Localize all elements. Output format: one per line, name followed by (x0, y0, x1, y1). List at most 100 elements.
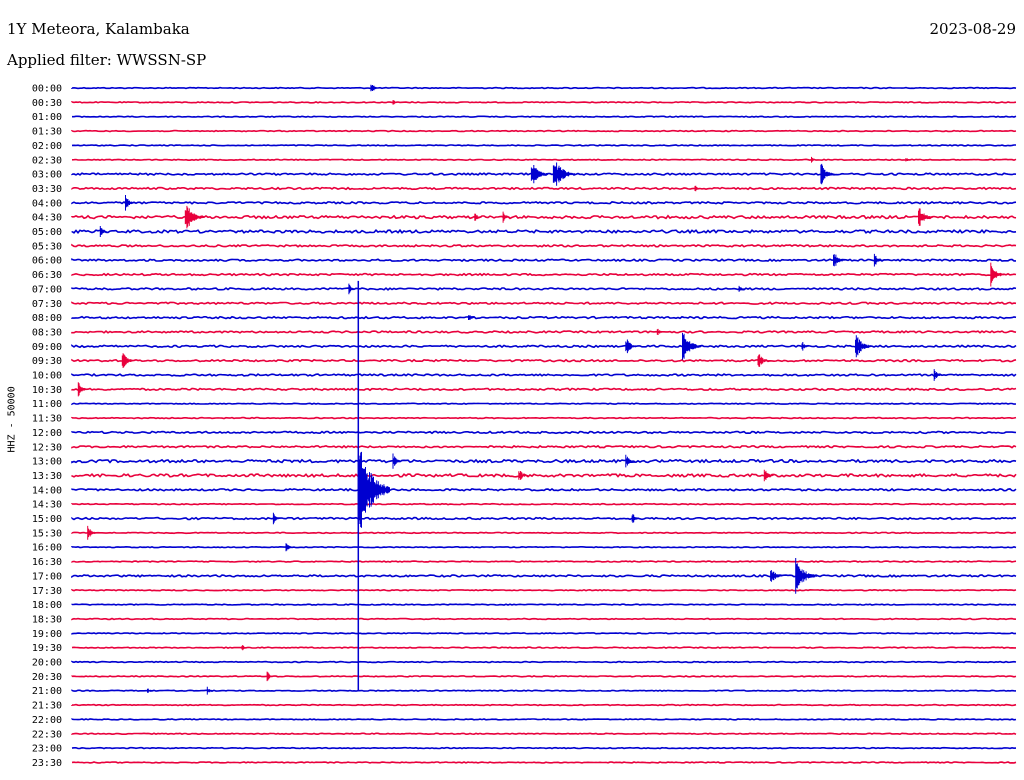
row-label-1030: 10:30 (32, 385, 62, 396)
trace-1500 (71, 516, 1017, 521)
event-burst-33 (357, 451, 390, 528)
row-label-1430: 14:30 (32, 500, 62, 511)
event-burst-40 (241, 645, 248, 651)
row-label-1130: 11:30 (32, 414, 62, 425)
row-label-1800: 18:00 (32, 600, 62, 611)
trace-0230 (71, 158, 1017, 162)
trace-0000 (71, 86, 1017, 90)
row-label-1300: 13:00 (32, 457, 62, 468)
event-burst-16 (990, 262, 1005, 287)
event-burst-13 (99, 226, 108, 237)
event-burst-3 (905, 158, 912, 162)
row-label-0430: 04:30 (32, 213, 62, 224)
row-label-2300: 23:00 (32, 744, 62, 755)
trace-0930 (71, 358, 1017, 363)
row-label-0630: 06:30 (32, 270, 62, 281)
event-burst-1 (392, 100, 400, 105)
trace-1630 (71, 560, 1017, 563)
event-burst-27 (933, 369, 943, 381)
event-burst-26 (757, 354, 770, 367)
row-label-1830: 18:30 (32, 614, 62, 625)
row-label-2100: 21:00 (32, 686, 62, 697)
row-label-1700: 17:00 (32, 571, 62, 582)
trace-1330 (71, 472, 1017, 479)
trace-0830 (71, 330, 1017, 334)
event-burst-5 (552, 162, 575, 186)
trace-0030 (71, 101, 1017, 104)
event-burst-15 (873, 253, 884, 267)
trace-2300 (71, 746, 1017, 750)
row-label-2030: 20:30 (32, 672, 62, 683)
trace-0700 (71, 287, 1017, 291)
trace-2330 (71, 761, 1017, 764)
row-label-2230: 22:30 (32, 729, 62, 740)
trace-0330 (71, 186, 1017, 191)
event-burst-24 (855, 335, 872, 358)
event-burst-17 (348, 283, 356, 295)
trace-0900 (71, 344, 1017, 349)
station-title: 1Y Meteora, Kalambaka (7, 20, 190, 38)
event-burst-19 (468, 315, 475, 320)
trace-0530 (71, 243, 1017, 248)
trace-1200 (71, 430, 1017, 435)
row-label-1930: 19:30 (32, 643, 62, 654)
event-burst-31 (518, 471, 529, 480)
row-label-1330: 13:30 (32, 471, 62, 482)
event-burst-36 (87, 525, 97, 540)
row-label-0230: 02:30 (32, 155, 62, 166)
event-burst-23 (801, 342, 809, 351)
trace-1300 (71, 458, 1017, 464)
row-label-0730: 07:30 (32, 299, 62, 310)
event-burst-14 (833, 254, 846, 267)
row-label-1100: 11:00 (32, 399, 62, 410)
event-burst-41 (266, 671, 274, 682)
event-burst-8 (125, 195, 135, 211)
row-label-1900: 19:00 (32, 629, 62, 640)
event-burst-35 (631, 514, 641, 523)
trace-2130 (71, 703, 1017, 707)
event-burst-6 (530, 165, 548, 184)
row-label-0030: 00:30 (32, 98, 62, 109)
event-burst-22 (682, 332, 702, 360)
event-burst-12 (918, 208, 933, 226)
trace-0200 (71, 144, 1016, 147)
row-label-2330: 23:30 (32, 758, 62, 769)
row-label-1530: 15:30 (32, 528, 62, 539)
event-burst-21 (625, 339, 638, 354)
trace-1430 (71, 502, 1017, 506)
row-label-0930: 09:30 (32, 356, 62, 367)
trace-2030 (71, 675, 1017, 678)
trace-2230 (71, 732, 1017, 736)
trace-1230 (71, 444, 1017, 449)
date-label: 2023-08-29 (929, 20, 1016, 38)
event-burst-39 (795, 558, 817, 594)
row-label-1500: 15:00 (32, 514, 62, 525)
row-label-0900: 09:00 (32, 342, 62, 353)
trace-2000 (71, 660, 1017, 664)
event-burst-10 (502, 211, 510, 223)
row-label-0400: 04:00 (32, 198, 62, 209)
row-label-0600: 06:00 (32, 256, 62, 267)
row-label-0830: 08:30 (32, 327, 62, 338)
trace-0130 (71, 129, 1017, 133)
trace-0730 (71, 301, 1017, 306)
trace-1530 (71, 531, 1017, 535)
trace-1000 (71, 373, 1017, 377)
row-label-0330: 03:30 (32, 184, 62, 195)
event-burst-29 (392, 453, 403, 469)
event-burst-9 (184, 205, 205, 229)
event-burst-38 (770, 570, 783, 582)
trace-0800 (71, 315, 1017, 320)
row-label-1630: 16:30 (32, 557, 62, 568)
row-label-1230: 12:30 (32, 442, 62, 453)
event-burst-7 (694, 185, 702, 192)
row-label-2200: 22:00 (32, 715, 62, 726)
trace-0500 (71, 228, 1017, 235)
event-burst-4 (820, 163, 835, 185)
event-burst-18 (738, 285, 746, 292)
trace-0400 (71, 200, 1017, 205)
row-label-0800: 08:00 (32, 313, 62, 324)
event-burst-42 (147, 688, 154, 693)
row-label-2130: 21:30 (32, 701, 62, 712)
